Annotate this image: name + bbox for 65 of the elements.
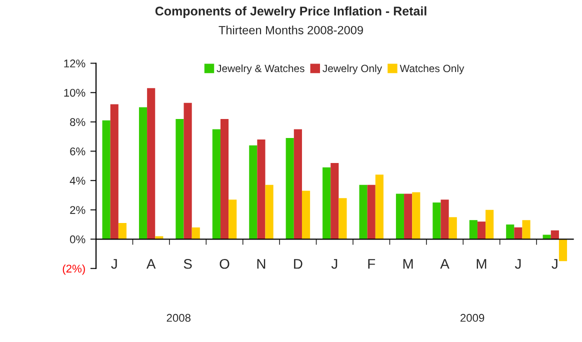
bar [367, 184, 376, 240]
bar [412, 192, 420, 240]
bar [228, 200, 237, 240]
bar [110, 104, 118, 240]
bar [257, 139, 266, 240]
y-tick-label: 10% [64, 88, 86, 97]
x-tick-label: O [220, 258, 230, 269]
text: 2009 [460, 314, 484, 322]
bar [404, 194, 412, 240]
bar [486, 210, 494, 240]
bar [265, 184, 274, 240]
bar [375, 174, 384, 240]
y-tick-label: (2%) [62, 264, 85, 275]
x-tick-label: M [403, 259, 413, 269]
x-tick-label: A [146, 259, 156, 269]
bar [212, 129, 220, 240]
text: 2008 [166, 314, 191, 322]
x-tick-label: M [476, 259, 486, 269]
y-tick-label: 12% [64, 60, 86, 68]
bar [176, 118, 184, 240]
bar [102, 120, 110, 240]
bar [118, 223, 126, 240]
bar [550, 230, 559, 240]
chart-title: Components of Jewelry Price Inflation - Retail [155, 6, 426, 18]
bar [432, 202, 441, 240]
chart-subtitle: Thirteen Months 2008-2009 [218, 26, 363, 34]
legend-label: Watches Only [400, 64, 464, 74]
bar [249, 145, 258, 240]
bar [286, 138, 294, 240]
x-tick-label: F [368, 259, 376, 269]
y-tick-label: 4% [70, 176, 86, 185]
legend-label: Jewelry & Watches [216, 64, 304, 74]
bar [506, 224, 514, 240]
bar [469, 220, 478, 240]
x-tick-label: J [552, 259, 558, 269]
bar [359, 184, 368, 240]
bar [558, 239, 568, 262]
bar [338, 198, 347, 240]
bar [220, 118, 229, 240]
bar [396, 194, 404, 240]
x-tick-label: J [514, 259, 521, 269]
y-tick-label: 6% [70, 147, 86, 156]
y-tick-label: 0% [70, 235, 86, 244]
y-tick-label: 2% [70, 206, 86, 214]
bar [302, 190, 310, 240]
y-tick-label: 8% [70, 118, 86, 126]
bar [514, 227, 522, 240]
bar [322, 167, 331, 240]
x-tick-label: S [184, 258, 192, 269]
bar [294, 129, 302, 240]
bar [184, 102, 192, 240]
x-tick-label: D [294, 259, 302, 269]
bar [147, 88, 156, 240]
bar [440, 200, 449, 240]
bar [522, 220, 530, 240]
legend-label: Jewelry Only [322, 64, 382, 74]
bar [192, 227, 200, 240]
x-tick-label: N [257, 259, 266, 269]
bar [138, 107, 148, 240]
bar [477, 222, 486, 240]
x-tick-label: J [111, 259, 117, 269]
bar [330, 162, 339, 240]
x-tick-label: J [331, 259, 338, 269]
bar [448, 217, 457, 240]
x-tick-label: A [440, 259, 450, 269]
